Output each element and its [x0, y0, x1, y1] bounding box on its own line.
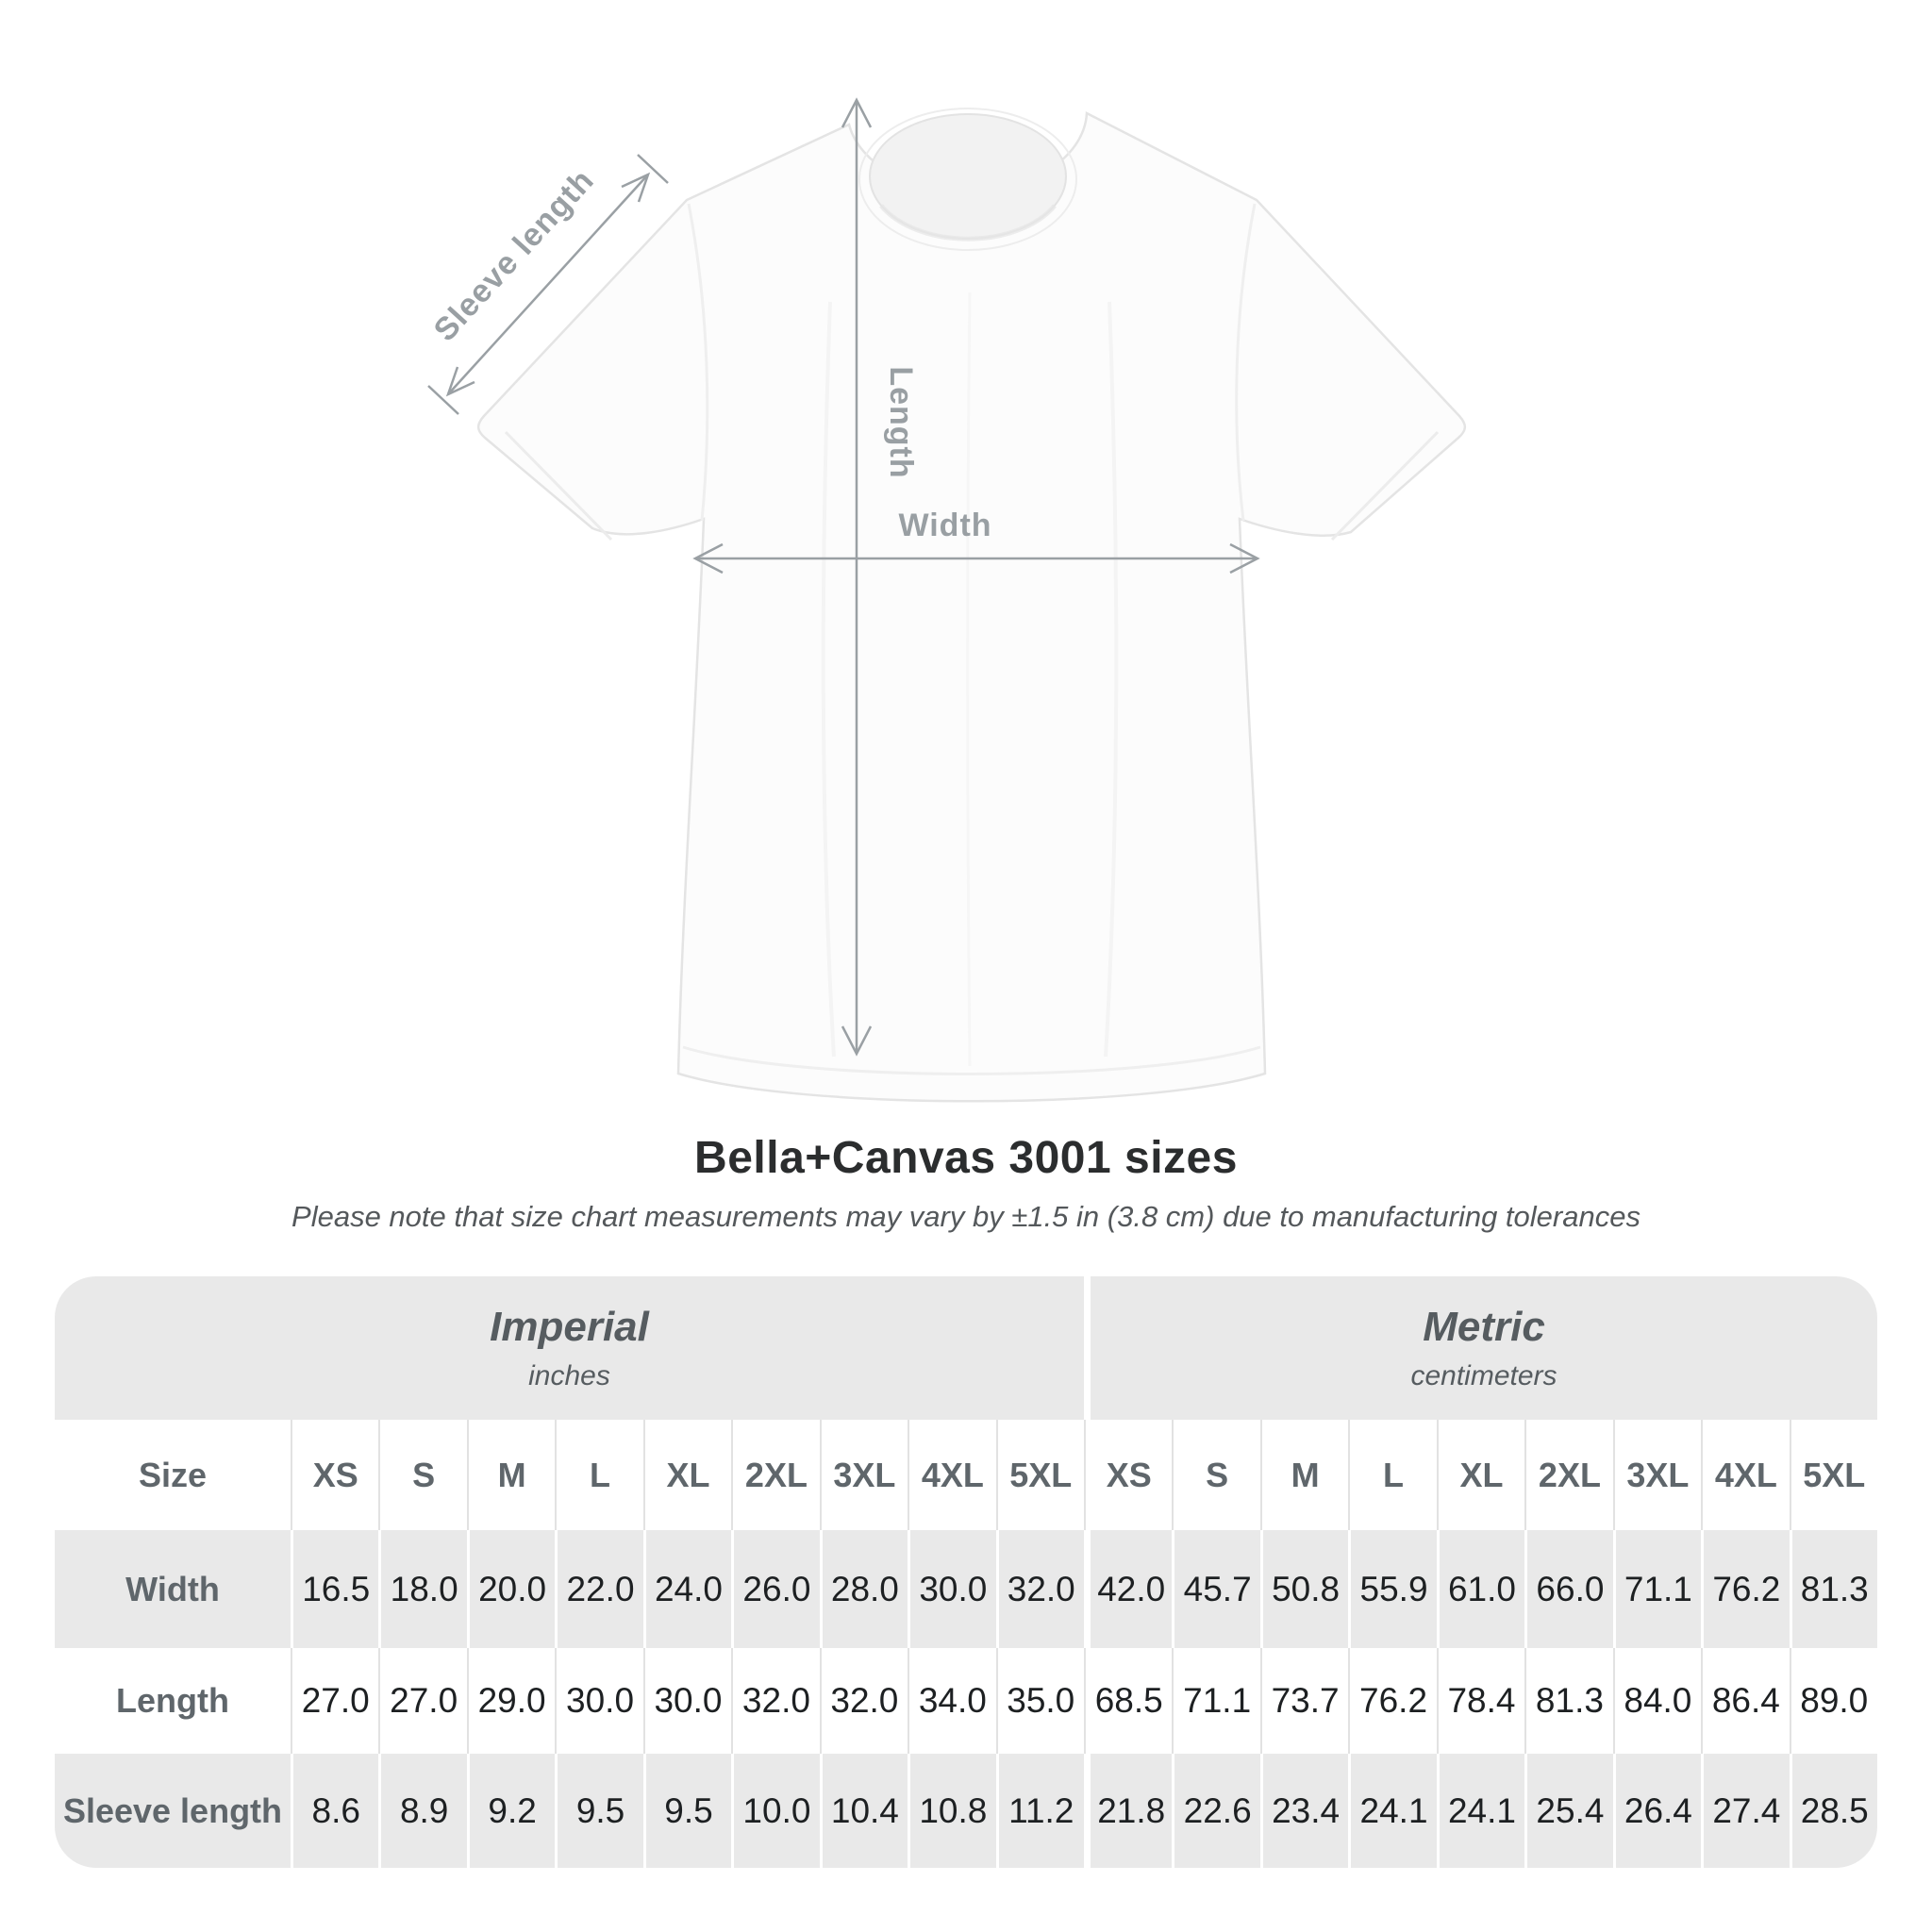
value-cell: 32.0 — [995, 1530, 1084, 1648]
tshirt-illustration — [476, 108, 1467, 1103]
tshirt-measurement-diagram: Sleeve length Length Width — [427, 97, 1467, 1103]
value-cell: 71.1 — [1612, 1530, 1702, 1648]
size-col: 5XL — [995, 1420, 1084, 1530]
value-cell: 9.5 — [555, 1754, 643, 1868]
size-header-row: Size XS S M L XL 2XL 3XL 4XL 5XL XS S M … — [55, 1420, 1877, 1530]
page-title: Bella+Canvas 3001 sizes — [694, 1133, 1238, 1183]
row-label: Sleeve length — [55, 1754, 291, 1868]
value-cell: 8.6 — [291, 1754, 379, 1868]
value-cell: 81.3 — [1789, 1530, 1877, 1648]
value-cell: 30.0 — [908, 1530, 996, 1648]
value-cell: 30.0 — [642, 1648, 731, 1754]
sleeve-length-arrow — [427, 154, 669, 415]
value-cell: 16.5 — [291, 1530, 379, 1648]
value-cell: 42.0 — [1083, 1530, 1173, 1648]
size-col: L — [555, 1420, 642, 1530]
value-cell: 45.7 — [1172, 1530, 1260, 1648]
size-col: M — [1259, 1420, 1348, 1530]
value-cell: 25.4 — [1524, 1754, 1613, 1868]
value-cell: 68.5 — [1083, 1648, 1172, 1754]
value-cell: 81.3 — [1524, 1648, 1612, 1754]
collar-seam — [858, 108, 1077, 251]
value-cell: 35.0 — [995, 1648, 1084, 1754]
table-row-length: Length 27.0 27.0 29.0 30.0 30.0 32.0 32.… — [55, 1648, 1877, 1754]
value-cell: 34.0 — [908, 1648, 995, 1754]
value-cell: 22.6 — [1172, 1754, 1260, 1868]
unit-group-metric: Metric centimeters — [1084, 1276, 1877, 1420]
size-col: M — [466, 1420, 555, 1530]
value-cell: 66.0 — [1524, 1530, 1613, 1648]
size-col: XL — [1436, 1420, 1524, 1530]
size-col: XS — [1083, 1420, 1172, 1530]
size-col: XS — [291, 1420, 378, 1530]
size-table: Imperial inches Metric centimeters Size … — [55, 1276, 1877, 1868]
size-col: 4XL — [908, 1420, 995, 1530]
table-row-width: Width 16.5 18.0 20.0 22.0 24.0 26.0 28.0… — [55, 1530, 1877, 1648]
size-col: L — [1348, 1420, 1436, 1530]
value-cell: 20.0 — [466, 1530, 556, 1648]
value-cell: 9.5 — [642, 1754, 732, 1868]
page-subtitle: Please note that size chart measurements… — [291, 1200, 1641, 1233]
value-cell: 10.8 — [908, 1754, 996, 1868]
size-col: 5XL — [1789, 1420, 1877, 1530]
value-cell: 27.4 — [1701, 1754, 1790, 1868]
value-cell: 27.0 — [291, 1648, 378, 1754]
length-label: Length — [883, 366, 919, 478]
size-col: 2XL — [731, 1420, 819, 1530]
value-cell: 71.1 — [1172, 1648, 1259, 1754]
value-cell: 29.0 — [466, 1648, 555, 1754]
value-cell: 73.7 — [1259, 1648, 1348, 1754]
value-cell: 8.9 — [378, 1754, 467, 1868]
value-cell: 30.0 — [555, 1648, 642, 1754]
value-cell: 9.2 — [466, 1754, 556, 1868]
value-cell: 27.0 — [378, 1648, 466, 1754]
value-cell: 86.4 — [1701, 1648, 1789, 1754]
size-column-header: Size — [138, 1455, 208, 1494]
size-col: 4XL — [1701, 1420, 1789, 1530]
row-label: Length — [116, 1681, 229, 1720]
length-arrow — [841, 97, 873, 1057]
value-cell: 84.0 — [1612, 1648, 1701, 1754]
value-cell: 76.2 — [1348, 1648, 1436, 1754]
value-cell: 28.0 — [819, 1530, 908, 1648]
value-cell: 78.4 — [1436, 1648, 1524, 1754]
value-cell: 10.4 — [819, 1754, 908, 1868]
value-cell: 21.8 — [1083, 1754, 1173, 1868]
unit-group-unit: inches — [528, 1360, 610, 1391]
unit-group-name: Imperial — [490, 1304, 649, 1350]
value-cell: 50.8 — [1259, 1530, 1349, 1648]
value-cell: 24.0 — [642, 1530, 732, 1648]
size-col: S — [378, 1420, 466, 1530]
value-cell: 24.1 — [1348, 1754, 1437, 1868]
value-cell: 89.0 — [1789, 1648, 1877, 1754]
value-cell: 61.0 — [1436, 1530, 1525, 1648]
value-cell: 23.4 — [1259, 1754, 1349, 1868]
value-cell: 55.9 — [1348, 1530, 1437, 1648]
value-cell: 10.0 — [731, 1754, 820, 1868]
width-arrow — [692, 542, 1260, 575]
value-cell: 32.0 — [819, 1648, 908, 1754]
value-cell: 26.0 — [731, 1530, 820, 1648]
unit-group-band: Imperial inches Metric centimeters — [55, 1276, 1877, 1420]
value-cell: 32.0 — [731, 1648, 819, 1754]
value-cell: 11.2 — [995, 1754, 1084, 1868]
unit-group-imperial: Imperial inches — [55, 1276, 1084, 1420]
value-cell: 28.5 — [1789, 1754, 1877, 1868]
value-cell: 18.0 — [378, 1530, 467, 1648]
size-col: XL — [642, 1420, 731, 1530]
value-cell: 24.1 — [1436, 1754, 1525, 1868]
value-cell: 22.0 — [555, 1530, 643, 1648]
table-row-sleeve-length: Sleeve length 8.6 8.9 9.2 9.5 9.5 10.0 1… — [55, 1754, 1877, 1868]
width-label: Width — [898, 508, 991, 543]
size-col: 2XL — [1524, 1420, 1612, 1530]
unit-group-unit: centimeters — [1410, 1360, 1557, 1391]
row-label: Width — [55, 1530, 291, 1648]
size-col: 3XL — [819, 1420, 908, 1530]
value-cell: 26.4 — [1612, 1754, 1702, 1868]
size-col: S — [1172, 1420, 1259, 1530]
unit-group-name: Metric — [1423, 1304, 1545, 1350]
value-cell: 76.2 — [1701, 1530, 1790, 1648]
size-col: 3XL — [1612, 1420, 1701, 1530]
